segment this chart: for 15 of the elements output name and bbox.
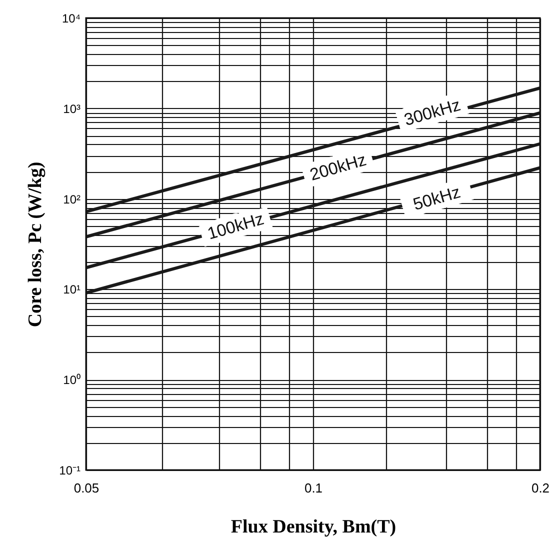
y-tick-label: 10⁴ bbox=[62, 12, 80, 26]
y-tick-label: 10⁰ bbox=[63, 373, 80, 388]
y-tick-label: 10¹ bbox=[63, 282, 81, 297]
y-tick-label: 10² bbox=[63, 192, 81, 206]
annotation: 100kHz bbox=[205, 209, 266, 244]
annotation: 50kHz bbox=[411, 182, 463, 214]
x-tick-label: 0.2 bbox=[531, 480, 550, 496]
x-axis-title: Flux Density, Bm(T) bbox=[230, 516, 396, 538]
x-tick-label: 0.1 bbox=[304, 480, 323, 496]
y-axis-title: Core loss, Pc (W/kg) bbox=[25, 162, 46, 328]
annotation: 300kHz bbox=[402, 95, 463, 130]
y-tick-label: 10⁻¹ bbox=[59, 464, 81, 478]
y-tick-label: 10³ bbox=[63, 102, 81, 116]
x-tick-label: 0.05 bbox=[74, 480, 100, 496]
annotation: 200kHz bbox=[308, 150, 368, 184]
